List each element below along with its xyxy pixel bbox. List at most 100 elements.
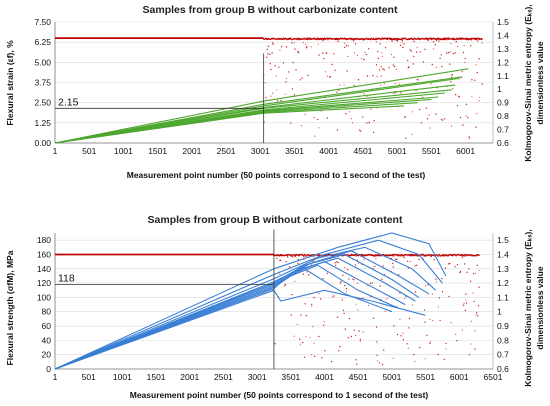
entropy-point [461, 256, 463, 258]
entropy-point [428, 114, 430, 116]
entropy-point [355, 359, 357, 361]
entropy-point [314, 37, 316, 39]
entropy-point [317, 37, 319, 39]
entropy-point [377, 360, 379, 362]
entropy-point [313, 296, 315, 299]
entropy-point [350, 335, 352, 338]
entropy-point [282, 62, 285, 64]
x-tick-label: 3001 [248, 372, 267, 382]
entropy-point [362, 116, 364, 118]
entropy-point [444, 267, 447, 269]
series-line [54, 96, 439, 144]
entropy-point [370, 108, 372, 110]
entropy-point [272, 92, 274, 94]
entropy-point [290, 122, 292, 124]
entropy-point [446, 52, 448, 54]
entropy-point [425, 107, 427, 109]
entropy-point [343, 312, 345, 315]
entropy-point [335, 38, 337, 41]
entropy-point [416, 46, 418, 49]
y2-axis-label-line2: dimensionless value [535, 266, 545, 349]
entropy-point [443, 38, 445, 41]
entropy-point [466, 37, 468, 39]
entropy-point [281, 45, 283, 48]
entropy-point [414, 265, 416, 267]
entropy-point [369, 282, 372, 285]
entropy-point [465, 255, 467, 257]
entropy-point [465, 37, 467, 39]
entropy-point [430, 37, 432, 40]
entropy-point [339, 84, 341, 86]
entropy-point [341, 299, 343, 301]
y-tick-label: 180 [37, 235, 51, 245]
entropy-point [470, 280, 472, 282]
series-line [54, 253, 420, 370]
entropy-point [411, 37, 413, 39]
entropy-point [414, 360, 416, 363]
entropy-point [344, 266, 346, 268]
entropy-point [396, 258, 398, 261]
entropy-point [279, 273, 281, 275]
entropy-point [269, 63, 271, 65]
entropy-point [476, 71, 478, 74]
entropy-point [310, 354, 312, 356]
entropy-point [422, 61, 424, 63]
x-axis-label: Measurement point number (50 points corr… [127, 170, 426, 180]
entropy-point [302, 41, 304, 44]
entropy-point [308, 274, 310, 276]
y-tick-label: 7.50 [34, 17, 51, 27]
entropy-point [401, 253, 403, 256]
x-tick-label: 6001 [450, 372, 469, 382]
entropy-point [375, 326, 378, 328]
entropy-point [372, 317, 375, 319]
entropy-point [323, 321, 325, 323]
entropy-point [455, 38, 457, 40]
entropy-point [477, 315, 479, 317]
entropy-point [336, 261, 338, 263]
entropy-point [450, 321, 452, 324]
entropy-point [468, 137, 471, 139]
y2-axis-label-line1: Kolmogorov-Sinai metric entropy (Eₖₛ), [523, 229, 533, 386]
entropy-point [413, 353, 415, 356]
entropy-point [345, 44, 348, 47]
entropy-point [438, 254, 441, 256]
entropy-point [470, 343, 472, 345]
entropy-point [459, 37, 461, 39]
entropy-point [274, 65, 276, 67]
series-line [54, 264, 399, 370]
entropy-point [299, 79, 301, 81]
entropy-point [445, 342, 447, 345]
series-line [54, 250, 430, 370]
entropy-point [465, 115, 467, 117]
y-tick-label: 20 [42, 350, 52, 360]
entropy-point [372, 74, 374, 77]
entropy-point [437, 37, 439, 39]
entropy-point [473, 273, 475, 275]
entropy-point [324, 350, 326, 352]
entropy-point [465, 293, 467, 295]
entropy-point [467, 116, 469, 119]
entropy-point [305, 314, 307, 317]
entropy-point [464, 61, 466, 63]
entropy-point [326, 272, 328, 274]
entropy-point [430, 83, 432, 85]
entropy-point [354, 264, 357, 266]
entropy-point [299, 344, 301, 346]
entropy-point [323, 38, 325, 41]
entropy-point [373, 255, 375, 257]
x-tick-label: 4501 [349, 372, 368, 382]
entropy-point [401, 39, 403, 42]
entropy-point [459, 270, 462, 273]
entropy-point [313, 117, 315, 119]
entropy-point [309, 37, 312, 39]
entropy-point [462, 124, 464, 126]
entropy-point [376, 342, 378, 344]
y2-axis-label-line1: Kolmogorov-Sinai metric entropy (Eₖₛ), [523, 4, 533, 161]
entropy-point [393, 37, 395, 40]
entropy-point [441, 291, 444, 293]
entropy-point [286, 255, 288, 257]
entropy-point [332, 296, 334, 298]
entropy-point [291, 42, 293, 44]
entropy-point [393, 255, 395, 257]
entropy-point [396, 333, 399, 336]
